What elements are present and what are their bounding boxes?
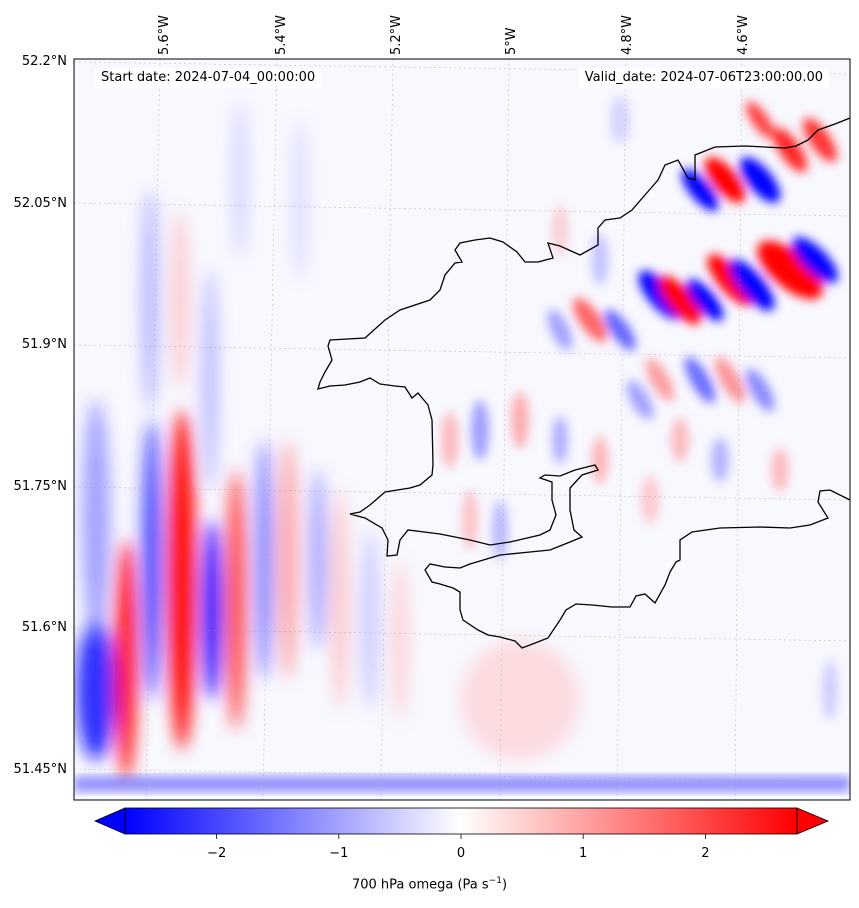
longitude-tick-labels: 5.6°W 5.4°W 5.2°W 5°W 4.8°W 4.6°W [157,15,751,55]
colorbar-label-close: ) [501,877,508,893]
colorbar-tick-label: −1 [329,846,348,861]
lat-tick-label: 52.2°N [22,54,67,69]
colorbar-gradient [124,807,798,835]
colorbar-min-extend-arrow [93,807,126,835]
latitude-tick-labels: 52.2°N 52.05°N 51.9°N 51.75°N 51.6°N 51.… [14,54,67,777]
colorbar-variable-label: 700 hPa omega (Pa s [351,877,489,893]
southern-boundary-band [74,776,850,792]
lon-tick-label: 5.6°W [157,15,172,55]
lat-tick-label: 51.6°N [22,620,67,635]
coastline [317,117,850,649]
lat-tick-label: 52.05°N [14,196,67,211]
lon-tick-label: 4.6°W [736,15,751,55]
lon-tick-label: 5.2°W [389,15,404,55]
colorbar: −2 −1 0 1 2 [93,807,830,861]
start-date-label: Start date: 2024-07-04_00:00:00 [95,68,322,88]
valid-date-label: Valid_date: 2024-07-06T23:00:00.00 [578,68,829,88]
omega-field [74,59,850,800]
colorbar-tick-label: −2 [207,846,226,861]
colorbar-label: 700 hPa omega (Pa s−1) [0,876,859,892]
colorbar-unit-exponent: −1 [488,876,502,886]
colorbar-tick-label: 0 [457,846,465,861]
map-frame [73,58,851,801]
lon-tick-label: 4.8°W [620,15,635,55]
lon-tick-label: 5.4°W [274,15,289,55]
colorbar-tick-label: 2 [701,846,709,861]
lon-tick-label: 5°W [504,27,519,55]
lat-tick-label: 51.75°N [14,479,67,494]
lat-tick-label: 51.9°N [22,337,67,352]
eastern-wave-train [441,96,838,720]
colorbar-tick-label: 1 [579,846,587,861]
colorbar-max-extend-arrow [796,807,830,835]
lat-tick-label: 51.45°N [14,762,67,777]
colorbar-ticks: −2 −1 0 1 2 [207,834,710,861]
